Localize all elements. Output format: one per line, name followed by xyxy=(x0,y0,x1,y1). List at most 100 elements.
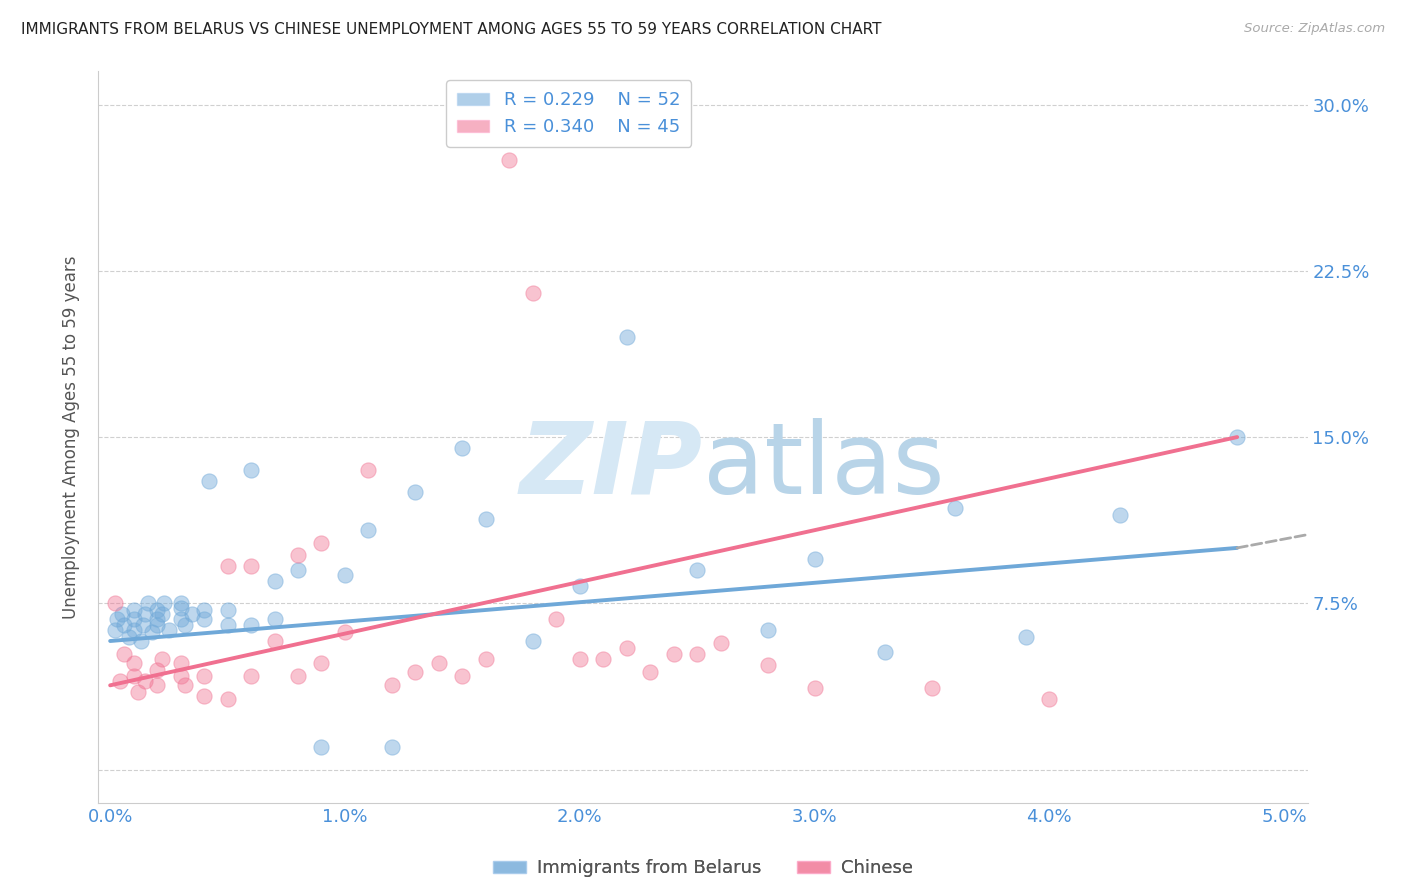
Point xyxy=(112,648,135,662)
Point xyxy=(217,603,239,617)
Point xyxy=(153,596,176,610)
Point xyxy=(1108,508,1130,522)
Point xyxy=(157,623,180,637)
Point xyxy=(104,596,127,610)
Point xyxy=(522,634,544,648)
Point xyxy=(169,600,191,615)
Point xyxy=(141,625,163,640)
Point xyxy=(404,485,426,500)
Point xyxy=(357,523,380,537)
Point xyxy=(592,651,614,665)
Point xyxy=(129,634,152,648)
Point xyxy=(240,618,263,632)
Point xyxy=(662,648,685,662)
Point xyxy=(638,665,661,679)
Point xyxy=(104,623,127,637)
Point xyxy=(174,678,197,692)
Point xyxy=(118,630,141,644)
Point xyxy=(263,612,285,626)
Point xyxy=(311,656,333,670)
Point xyxy=(921,681,943,695)
Point xyxy=(945,501,967,516)
Point xyxy=(169,596,191,610)
Point xyxy=(287,669,309,683)
Point xyxy=(134,673,156,688)
Point xyxy=(181,607,204,622)
Point xyxy=(381,678,404,692)
Point xyxy=(451,441,474,455)
Point xyxy=(134,607,156,622)
Point xyxy=(169,612,191,626)
Point xyxy=(111,607,134,622)
Point xyxy=(122,656,145,670)
Point xyxy=(193,669,215,683)
Point xyxy=(710,636,733,650)
Point xyxy=(146,618,169,632)
Point xyxy=(263,634,285,648)
Point xyxy=(616,330,638,344)
Point xyxy=(146,612,169,626)
Point xyxy=(127,685,149,699)
Point xyxy=(756,658,779,673)
Point xyxy=(108,673,131,688)
Text: IMMIGRANTS FROM BELARUS VS CHINESE UNEMPLOYMENT AMONG AGES 55 TO 59 YEARS CORREL: IMMIGRANTS FROM BELARUS VS CHINESE UNEMP… xyxy=(21,22,882,37)
Point xyxy=(105,612,128,626)
Point xyxy=(404,665,426,679)
Point xyxy=(287,548,309,562)
Point xyxy=(263,574,285,589)
Point xyxy=(311,536,333,550)
Point xyxy=(1015,630,1038,644)
Point xyxy=(146,663,169,677)
Point xyxy=(333,567,356,582)
Point xyxy=(1038,691,1060,706)
Point xyxy=(150,607,173,622)
Point xyxy=(169,656,191,670)
Point xyxy=(146,603,169,617)
Point xyxy=(803,552,825,566)
Point xyxy=(169,669,191,683)
Point xyxy=(1226,430,1249,444)
Point xyxy=(217,618,239,632)
Point xyxy=(357,463,380,477)
Point xyxy=(193,612,215,626)
Point xyxy=(475,512,498,526)
Point xyxy=(686,563,709,577)
Point xyxy=(522,285,544,300)
Point xyxy=(756,623,779,637)
Point xyxy=(803,681,825,695)
Point xyxy=(568,651,591,665)
Point xyxy=(240,558,263,573)
Point xyxy=(568,578,591,592)
Point xyxy=(122,603,145,617)
Legend: Immigrants from Belarus, Chinese: Immigrants from Belarus, Chinese xyxy=(486,852,920,885)
Point xyxy=(451,669,474,683)
Point xyxy=(616,640,638,655)
Point xyxy=(217,558,239,573)
Point xyxy=(217,691,239,706)
Point xyxy=(136,596,159,610)
Point xyxy=(333,625,356,640)
Point xyxy=(240,463,263,477)
Y-axis label: Unemployment Among Ages 55 to 59 years: Unemployment Among Ages 55 to 59 years xyxy=(62,255,80,619)
Point xyxy=(112,618,135,632)
Point xyxy=(240,669,263,683)
Point xyxy=(193,603,215,617)
Point xyxy=(546,612,568,626)
Point xyxy=(132,618,155,632)
Point xyxy=(427,656,450,670)
Text: Source: ZipAtlas.com: Source: ZipAtlas.com xyxy=(1244,22,1385,36)
Point xyxy=(146,678,169,692)
Point xyxy=(311,740,333,755)
Text: ZIP: ZIP xyxy=(520,417,703,515)
Point xyxy=(873,645,896,659)
Point xyxy=(122,669,145,683)
Point xyxy=(287,563,309,577)
Point xyxy=(122,612,145,626)
Text: atlas: atlas xyxy=(703,417,945,515)
Point xyxy=(122,623,145,637)
Point xyxy=(150,651,173,665)
Point xyxy=(174,618,197,632)
Point xyxy=(475,651,498,665)
Point xyxy=(498,153,520,167)
Point xyxy=(686,648,709,662)
